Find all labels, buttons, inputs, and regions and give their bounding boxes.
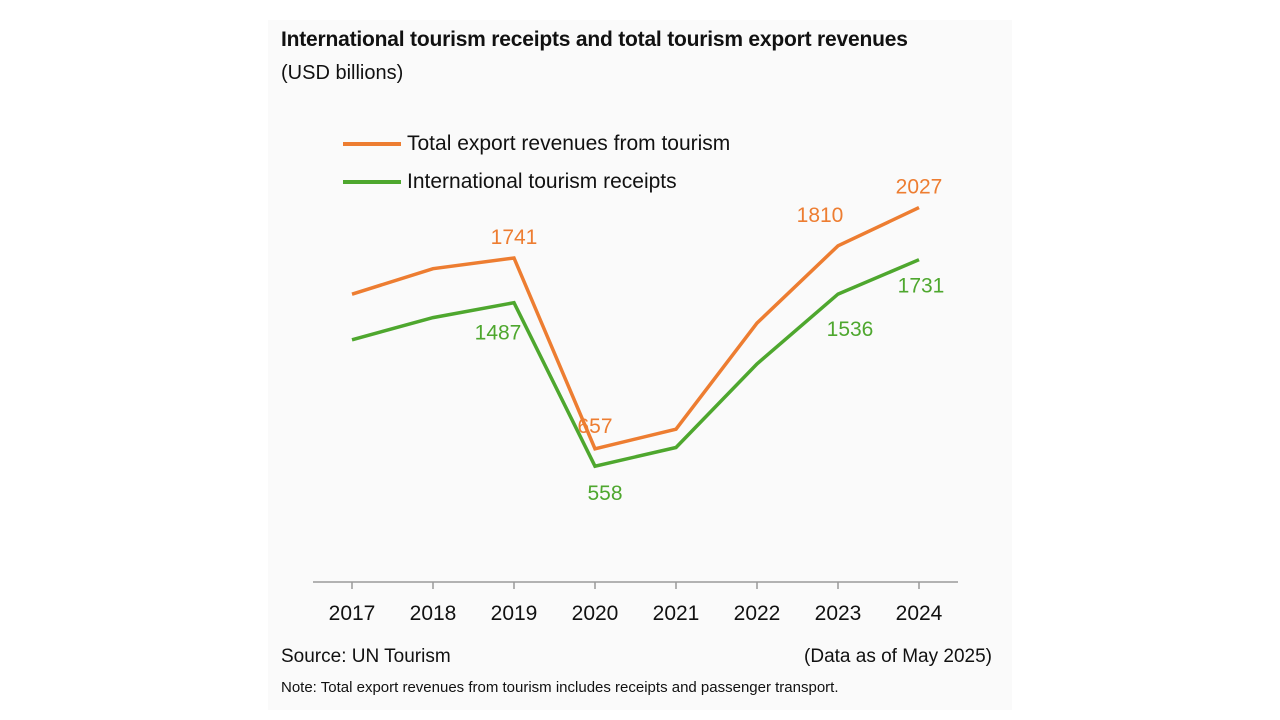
- note-text: Note: Total export revenues from tourism…: [281, 679, 839, 696]
- data-label: 1731: [898, 275, 945, 298]
- data-label: 558: [587, 482, 622, 505]
- data-label: 657: [577, 415, 612, 438]
- legend-label-receipts: International tourism receipts: [407, 170, 677, 193]
- data-label: 1810: [797, 204, 844, 227]
- x-tick-label: 2022: [734, 602, 781, 625]
- series-line-1: [351, 258, 920, 469]
- x-tick-label: 2017: [329, 602, 376, 625]
- legend-item-receipts: International tourism receipts: [343, 170, 677, 194]
- legend-label-total-export: Total export revenues from tourism: [407, 132, 731, 155]
- data-label: 1536: [827, 318, 874, 341]
- x-tick-label: 2018: [410, 602, 457, 625]
- data-label: 1487: [475, 322, 522, 345]
- legend-swatch-receipts: [343, 180, 401, 184]
- chart-title: International tourism receipts and total…: [281, 28, 908, 51]
- legend-swatch-total-export: [343, 142, 401, 146]
- x-tick-label: 2023: [815, 602, 862, 625]
- chart-panel: [268, 20, 1012, 710]
- x-tick-label: 2024: [896, 602, 943, 625]
- chart-subtitle: (USD billions): [281, 62, 404, 84]
- x-tick-label: 2019: [491, 602, 538, 625]
- series-line-0: [351, 206, 920, 451]
- data-date-text: (Data as of May 2025): [804, 646, 992, 667]
- x-tick-label: 2020: [572, 602, 619, 625]
- legend-item-total-export: Total export revenues from tourism: [343, 132, 730, 156]
- data-label: 2027: [896, 176, 943, 199]
- data-label: 1741: [491, 226, 538, 249]
- source-text: Source: UN Tourism: [281, 646, 451, 667]
- x-tick-label: 2021: [653, 602, 700, 625]
